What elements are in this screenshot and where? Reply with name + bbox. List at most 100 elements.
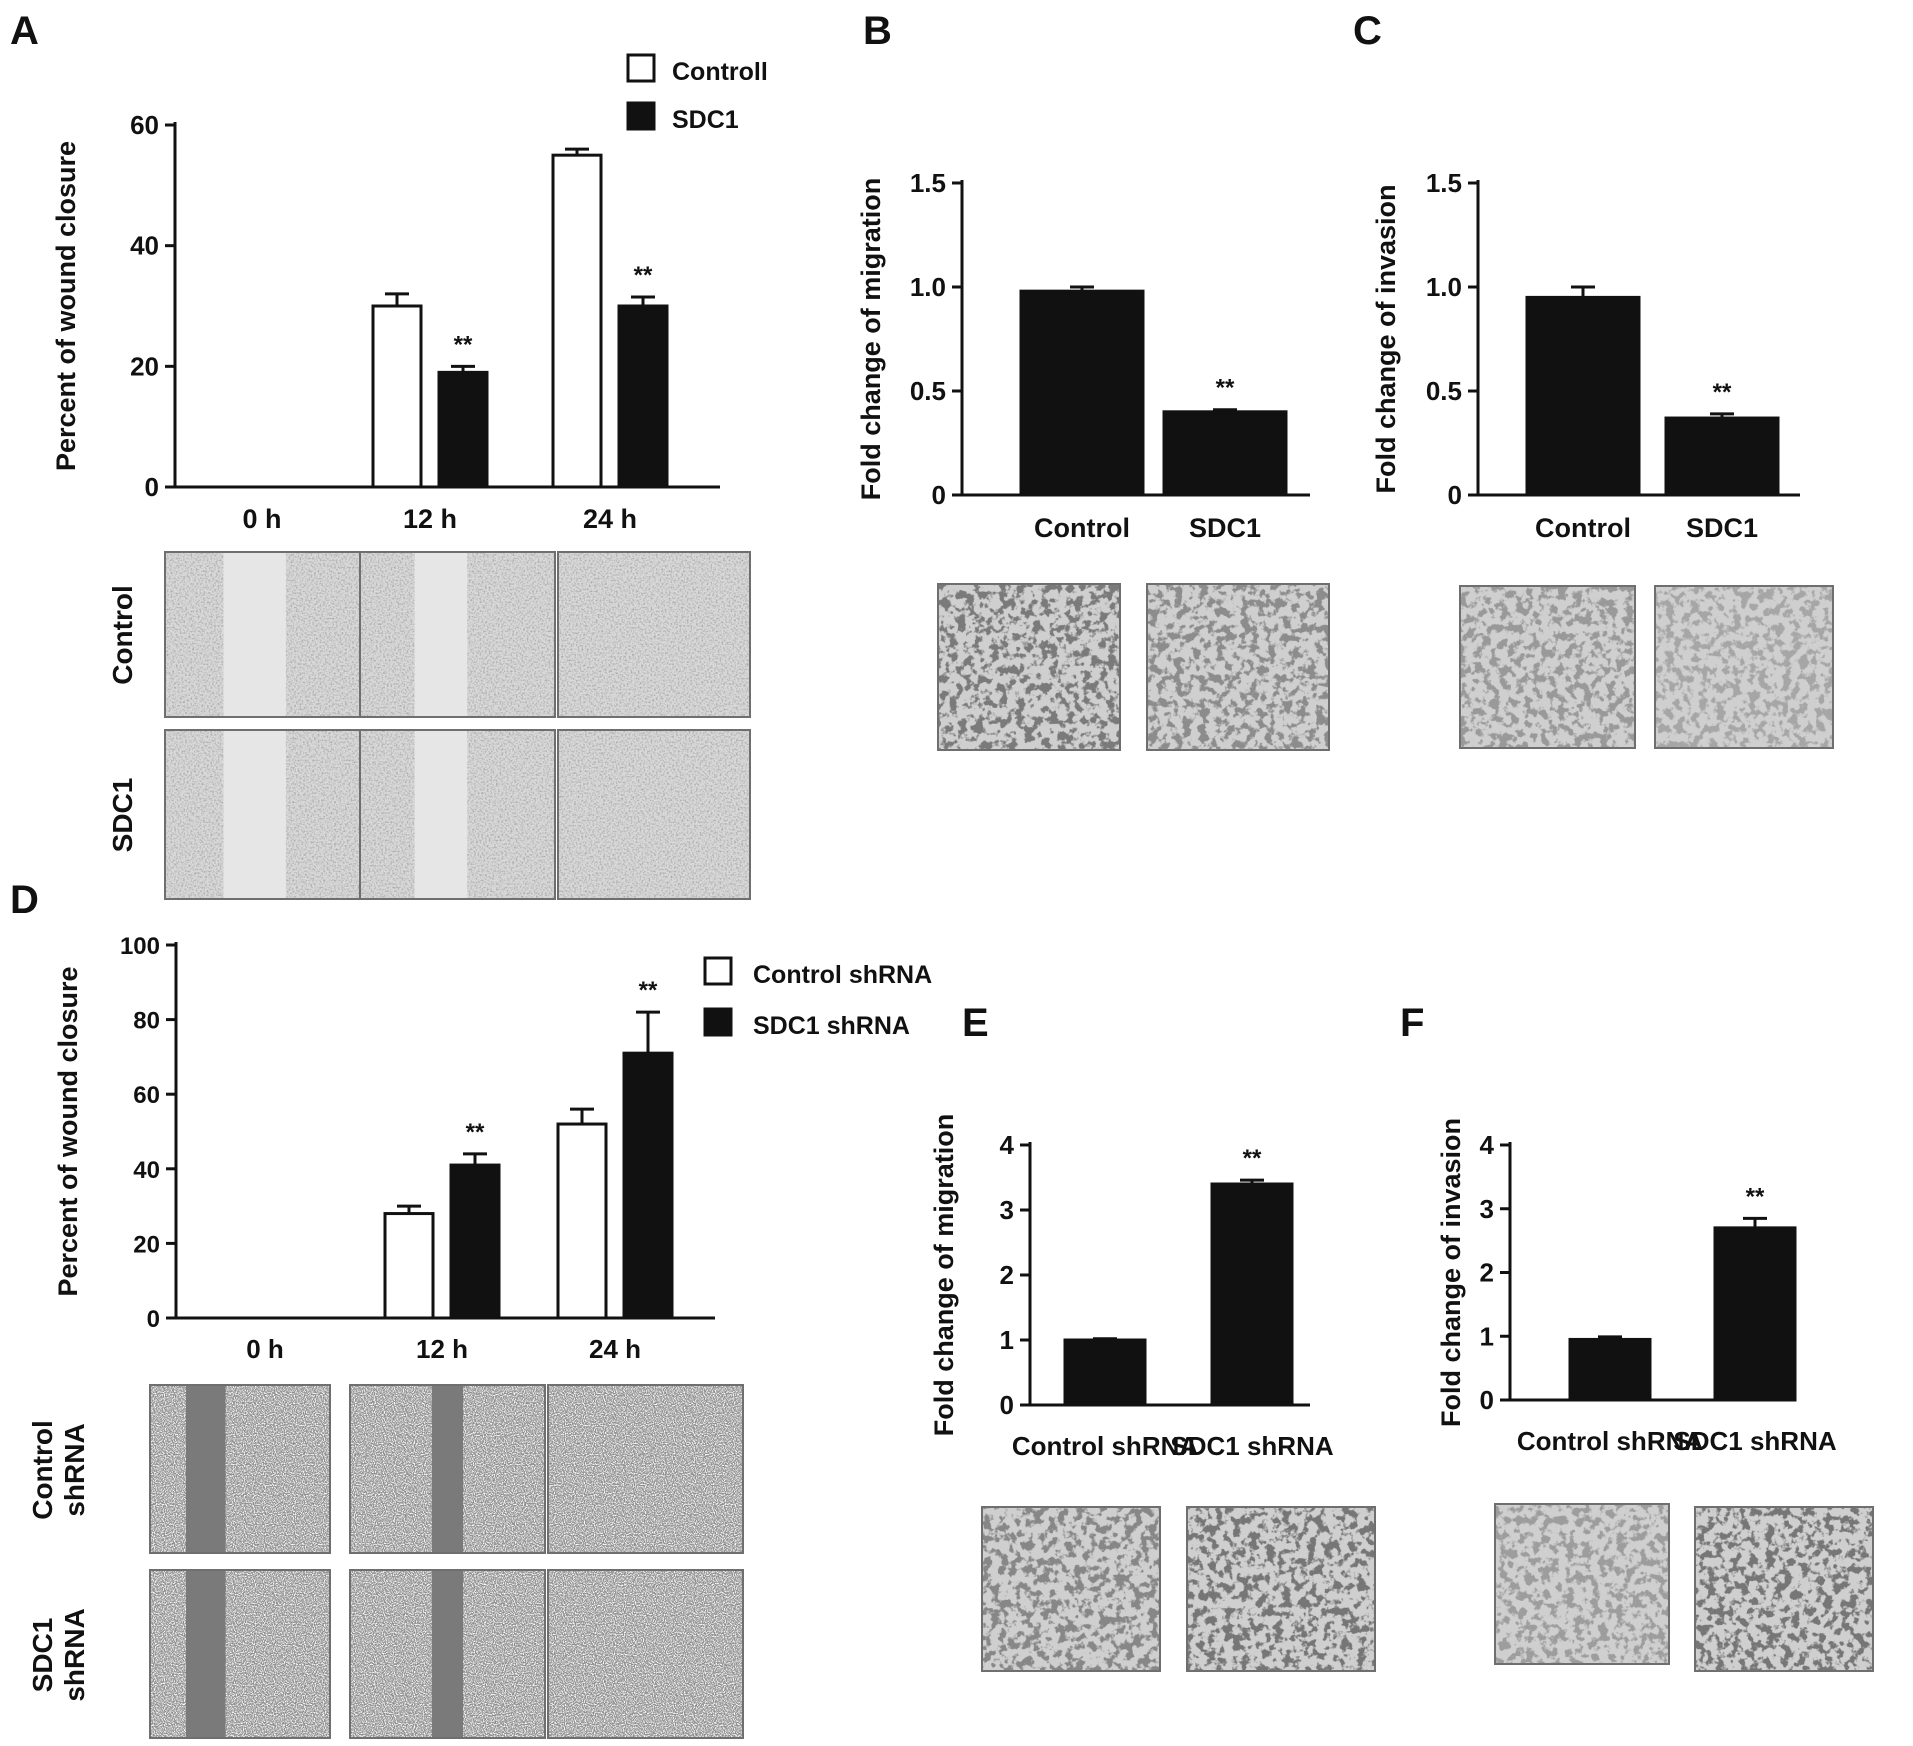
wound-gap [186, 1570, 226, 1738]
panel-label-b: B [863, 9, 892, 53]
wound-gap [431, 1385, 464, 1553]
y-axis-title: Fold change of migration [856, 178, 886, 501]
legend-swatch [703, 1007, 733, 1037]
wound-gap [223, 552, 286, 717]
x-category-label: 12 h [403, 504, 457, 534]
x-category-label: Control [1535, 513, 1631, 543]
x-category-label: Control [1034, 513, 1130, 543]
y-tick-label: 1 [1000, 1325, 1014, 1355]
chart-b: B 0 0.5 1.0 1.5 Fold change of migration Contr… [856, 9, 1310, 543]
bar [617, 304, 669, 489]
image-row-label: SDC1 [27, 1618, 58, 1693]
y-tick-label: 4 [1000, 1130, 1015, 1160]
micrograph-border [1494, 1503, 1670, 1665]
stained-cells [1147, 584, 1329, 750]
significance-marker: ** [454, 331, 473, 358]
bar [383, 1212, 435, 1320]
micrograph-texture [558, 730, 750, 899]
bar [1664, 416, 1780, 497]
x-category-label: SDC1 shRNA [1673, 1426, 1836, 1456]
micrograph-border [1186, 1506, 1376, 1672]
y-tick-label: 2 [1480, 1258, 1494, 1288]
bar [551, 153, 603, 489]
stained-cells [1495, 1504, 1669, 1664]
significance-marker: ** [1243, 1145, 1262, 1172]
y-tick-label: 0 [1448, 480, 1462, 510]
micrograph-border [349, 1569, 546, 1739]
y-tick-label: 1 [1480, 1321, 1494, 1351]
stained-cells [1460, 586, 1635, 748]
micrograph-border [359, 551, 556, 718]
micrograph-texture [150, 1570, 330, 1738]
significance-marker: ** [639, 977, 658, 1004]
wound-gap [223, 730, 286, 899]
micrograph-border [149, 1384, 331, 1554]
chart-c: C 0 0.5 1.0 1.5 Fold change of invasion Contro… [1353, 9, 1800, 543]
micrograph-border [981, 1506, 1161, 1672]
legend-swatch [626, 53, 656, 83]
x-category-label: SDC1 [1686, 513, 1758, 543]
stained-cells [1187, 1507, 1375, 1671]
panel-label-d: D [10, 878, 39, 922]
image-row-label: shRNA [59, 1423, 90, 1516]
micrograph-image [1459, 585, 1636, 749]
bar [371, 304, 423, 489]
micrograph-image [981, 1506, 1161, 1672]
y-axis-title: Fold change of invasion [1436, 1118, 1466, 1427]
stained-cells [1655, 586, 1833, 748]
y-tick-label: 3 [1480, 1194, 1494, 1224]
y-tick-label: 60 [133, 1082, 160, 1109]
y-tick-label: 80 [133, 1008, 160, 1035]
micrograph-image [937, 583, 1121, 751]
micrograph-image [1694, 1506, 1874, 1672]
bar [556, 1122, 608, 1320]
stained-cells [1695, 1507, 1873, 1671]
y-tick-label: 1.0 [1426, 272, 1462, 302]
micrograph-border [1694, 1506, 1874, 1672]
plots-layer: A 0 2 0 4 0 60 Percent of wound closure 0 h 12 h 2… [10, 9, 1837, 1461]
significance-marker: ** [466, 1119, 485, 1146]
micrograph-border [149, 1569, 331, 1739]
micrograph-image [359, 729, 556, 900]
y-tick-label: 0 [1000, 1390, 1014, 1420]
y-tick-label: 2 [1000, 1260, 1014, 1290]
y-tick-label: 0.5 [910, 376, 946, 406]
image-row-label: Control [107, 585, 138, 685]
micrograph-image [547, 1569, 744, 1739]
micrograph-image [1654, 585, 1834, 749]
panel-label-f: F [1400, 1001, 1424, 1045]
micrograph-image [359, 551, 556, 718]
chart-a: A 0 20 40 60 Percent of wound closure 0 h 12 h 2… [10, 9, 768, 534]
y-tick-label: 100 [120, 933, 160, 960]
y-axis-title: Fold change of invasion [1371, 184, 1401, 493]
bar [449, 1163, 501, 1320]
legend-swatch [626, 101, 656, 131]
y-axis-title: Percent of wound closure [53, 966, 83, 1296]
micrograph-image [557, 729, 751, 900]
significance-marker: ** [634, 262, 653, 289]
y-tick-label: 3 [1000, 1195, 1014, 1225]
y-axis-title: Percent of wound closure [51, 141, 81, 471]
bar [1019, 289, 1145, 497]
panel-label-a: A [10, 9, 39, 53]
y-tick-label: 0 [147, 1306, 160, 1333]
micrograph-image [1146, 583, 1330, 751]
x-category-label: SDC1 shRNA [1170, 1431, 1333, 1461]
micrograph-border [1654, 585, 1834, 749]
x-category-label: 24 h [589, 1334, 641, 1364]
image-row-label: Control [27, 1420, 58, 1520]
micrograph-image [349, 1384, 546, 1554]
micrograph-border [359, 729, 556, 900]
wound-gap [431, 1570, 464, 1738]
y-tick-label: 0 [1480, 1385, 1494, 1415]
x-category-label: 24 h [583, 504, 637, 534]
micrograph-image [149, 1569, 331, 1739]
x-category-label: 0 h [242, 504, 281, 534]
micrograph-texture [558, 552, 750, 717]
x-category-label: Control shRNA [1012, 1431, 1199, 1461]
bar [1568, 1337, 1652, 1402]
y-tick-label: 1.5 [910, 168, 946, 198]
significance-marker: ** [1713, 379, 1732, 406]
